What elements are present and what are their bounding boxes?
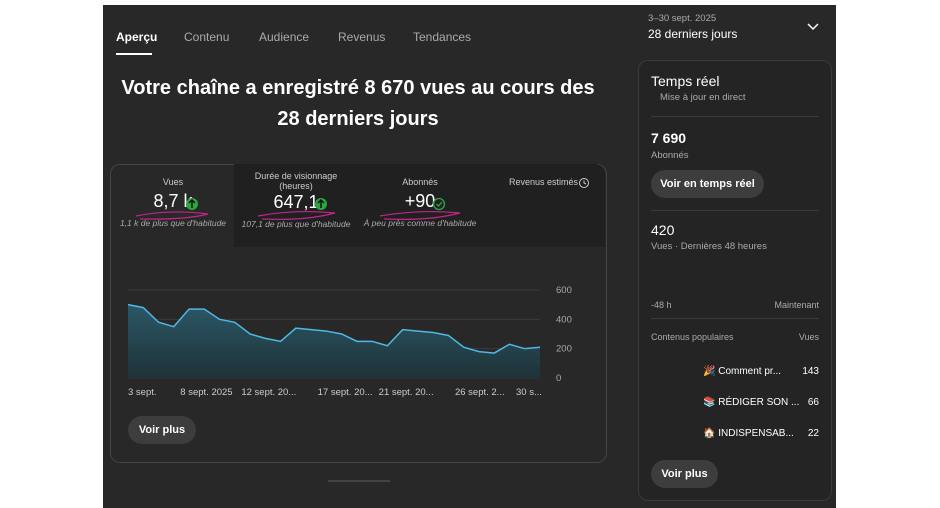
realtime-button[interactable]: Voir en temps réel: [651, 170, 764, 198]
metric[interactable]: Vues 8,7 k 1,1 k de plus que d'habitude: [111, 164, 235, 247]
metric[interactable]: Abonnés +90 À peu près comme d'habitude: [358, 164, 482, 247]
realtime-card: [638, 60, 832, 501]
x-tick-label: 12 sept. 20...: [241, 387, 296, 398]
metric-title: Vues: [162, 177, 184, 187]
separator: [651, 318, 819, 319]
realtime-status: Mise à jour en direct: [660, 92, 746, 103]
tab-underline: [116, 53, 152, 55]
video-title[interactable]: 🏠 INDISPENSAB...: [703, 428, 794, 439]
metric-note: À peu près comme d'habitude: [363, 218, 477, 228]
popular-title: Contenus populaires: [651, 332, 734, 342]
metric-note: 107,1 de plus que d'habitude: [241, 219, 351, 229]
annotation: [379, 210, 461, 220]
x-tick-label: 8 sept. 2025: [180, 387, 232, 398]
video-title[interactable]: 📚 RÉDIGER SON ...: [703, 397, 800, 408]
y-tick-label: 600: [556, 285, 572, 296]
scroll-indicator: [328, 480, 390, 482]
see-more-button[interactable]: Voir plus: [128, 416, 196, 444]
x-tick-label: 26 sept. 2...: [455, 387, 505, 398]
x-tick-label: 3 sept.: [128, 387, 157, 398]
y-tick-label: 0: [556, 373, 561, 384]
tab[interactable]: Contenu: [184, 30, 230, 44]
date-label[interactable]: 28 derniers jours: [648, 27, 738, 41]
check-icon: [432, 197, 446, 211]
subscribers-label: Abonnés: [651, 150, 689, 161]
axis-start-label: -48 h: [651, 300, 672, 310]
tab[interactable]: Aperçu: [116, 30, 158, 44]
separator: [651, 210, 819, 211]
realtime-title: Temps réel: [651, 73, 720, 89]
annotation: [135, 211, 209, 220]
separator: [651, 116, 819, 117]
clock-icon: [579, 178, 589, 188]
line: [127, 303, 541, 354]
metric-value: +90: [404, 191, 436, 211]
video-views: 143: [802, 366, 819, 377]
y-tick-label: 200: [556, 344, 572, 355]
annotation: [257, 210, 336, 220]
tab[interactable]: Audience: [259, 30, 310, 44]
metric-title: Abonnés: [402, 177, 438, 187]
axis-end-label: Maintenant: [774, 300, 819, 310]
x-tick-label: 30 s...: [516, 387, 542, 398]
popular-column: Vues: [798, 332, 819, 342]
metric-title: Revenus estimés: [508, 177, 579, 187]
metric-value: 8,7 k: [153, 191, 193, 211]
tab[interactable]: Revenus: [338, 30, 386, 44]
area: [128, 304, 540, 378]
x-tick-label: 21 sept. 20...: [379, 387, 434, 398]
tab[interactable]: Tendances: [413, 30, 472, 44]
date-range: 3–30 sept. 2025: [648, 13, 717, 24]
headline: Votre chaîne a enregistré 8 670 vues au …: [121, 77, 595, 130]
video-views: 66: [807, 397, 819, 408]
subscribers-value: 7 690: [651, 130, 687, 146]
metric[interactable]: Durée de visionnage (heures) 647,1 107,1 d…: [234, 164, 358, 247]
metric-note: 1,1 k de plus que d'habitude: [119, 218, 227, 228]
dropdown-chevron[interactable]: [807, 23, 819, 31]
views-label: Vues · Dernières 48 heures: [651, 241, 767, 252]
views-value: 420: [651, 222, 675, 238]
video-views: 22: [807, 428, 819, 439]
x-tick-label: 17 sept. 20...: [318, 387, 373, 398]
metric-value: 647,1: [273, 192, 319, 212]
y-tick-label: 400: [556, 314, 572, 325]
metric[interactable]: Revenus estimés: [482, 164, 605, 247]
see-more-button[interactable]: Voir plus: [651, 460, 718, 488]
video-title[interactable]: 🎉 Comment pr...: [703, 366, 782, 377]
metric-title: Durée de visionnage (heures): [254, 171, 338, 191]
